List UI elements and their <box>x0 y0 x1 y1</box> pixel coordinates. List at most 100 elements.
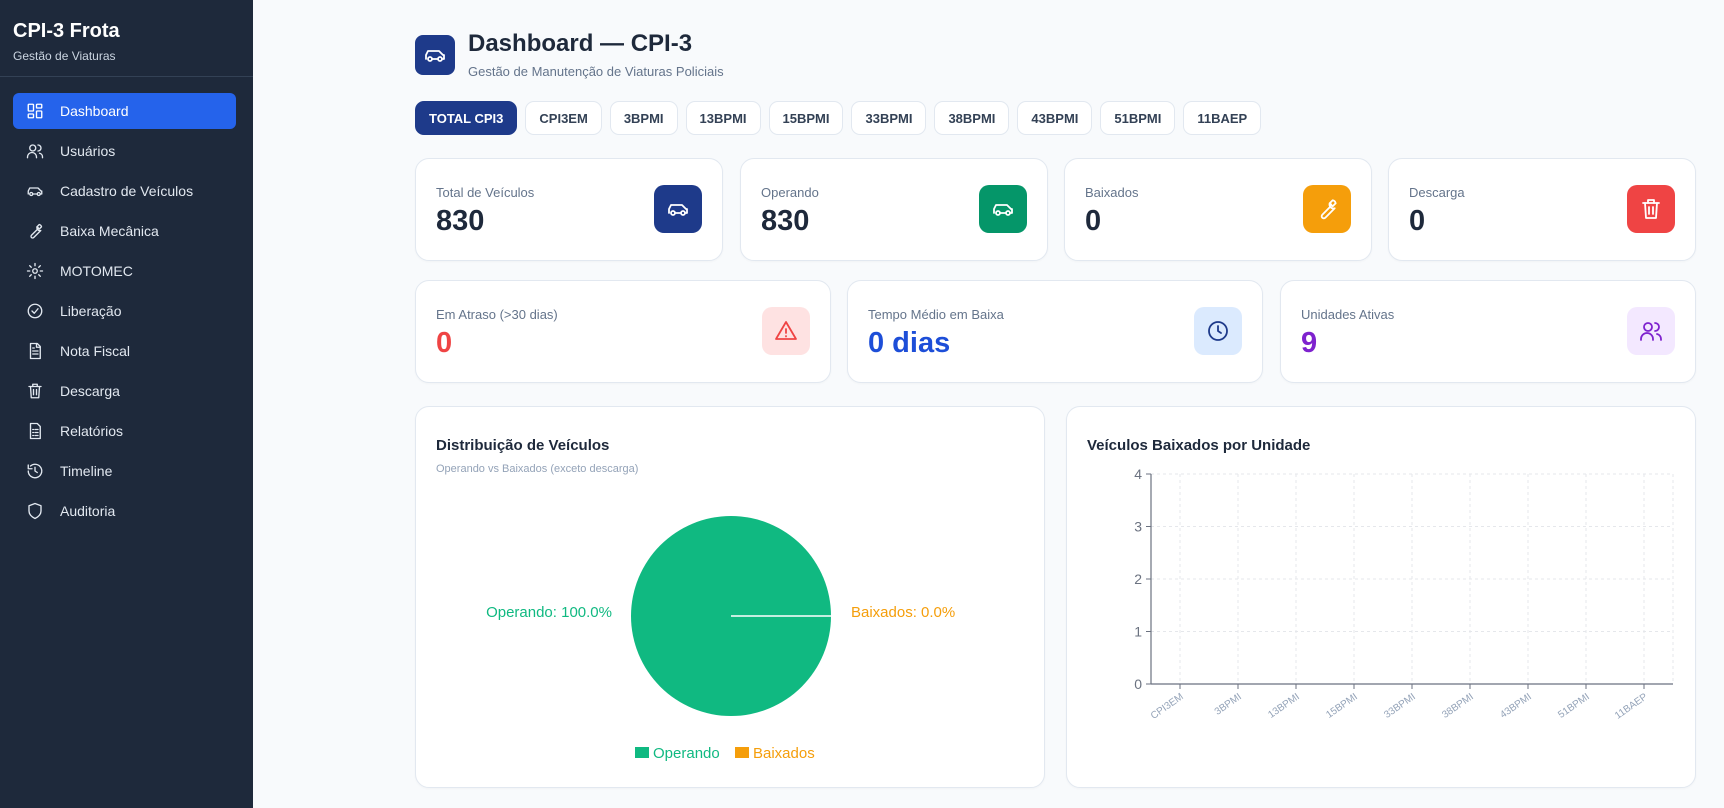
stat-label: Em Atraso (>30 dias) <box>436 307 558 322</box>
users-icon <box>26 142 44 160</box>
filter-11baep[interactable]: 11BAEP <box>1183 101 1262 135</box>
sidebar-item-label: Dashboard <box>60 103 129 119</box>
y-tick-label: 2 <box>1134 571 1142 587</box>
stat-label: Baixados <box>1085 185 1139 200</box>
trash-icon <box>1627 185 1675 233</box>
sidebar-item-label: Baixa Mecânica <box>60 223 159 239</box>
sidebar-item-usuarios[interactable]: Usuários <box>13 133 236 169</box>
pie-label-baixados: Baixados: 0.0% <box>851 604 955 621</box>
sidebar-item-label: Descarga <box>60 383 120 399</box>
x-tick-label: 43BPMI <box>1498 691 1533 720</box>
report-icon <box>26 422 44 440</box>
filter-total-cpi3[interactable]: TOTAL CPI3 <box>415 101 518 135</box>
chart-title: Distribuição de Veículos <box>436 437 610 454</box>
stat-label: Tempo Médio em Baixa <box>868 307 1004 322</box>
legend-label-baixados: Baixados <box>753 745 815 762</box>
unit-filter-bar: TOTAL CPI3 CPI3EM 3BPMI 13BPMI 15BPMI 33… <box>415 101 1262 135</box>
sidebar-item-label: Timeline <box>60 463 113 479</box>
brand-title: CPI-3 Frota <box>13 20 120 42</box>
filter-15bpmi[interactable]: 15BPMI <box>768 101 844 135</box>
users-icon <box>1627 307 1675 355</box>
car-icon <box>979 185 1027 233</box>
chart-card-baixados-por-unidade: Veículos Baixados por Unidade 0 1 2 3 4 CPI3E… <box>1066 406 1696 788</box>
sidebar-item-nota-fiscal[interactable]: Nota Fiscal <box>13 333 236 369</box>
sidebar-item-label: Auditoria <box>60 503 116 519</box>
stat-card-baixados: Baixados 0 <box>1064 158 1372 261</box>
page-header: Dashboard — CPI-3 Gestão de Manutenção d… <box>415 30 724 79</box>
wrench-icon <box>1303 185 1351 233</box>
main-content: Dashboard — CPI-3 Gestão de Manutenção d… <box>253 0 1724 808</box>
stat-card-tempo-medio: Tempo Médio em Baixa 0 dias <box>847 280 1263 383</box>
filter-51bpmi[interactable]: 51BPMI <box>1100 101 1176 135</box>
x-tick-label: 11BAEP <box>1613 691 1650 721</box>
pie-label-operando: Operando: 100.0% <box>486 604 612 621</box>
clock-icon <box>1194 307 1242 355</box>
x-tick-label: 33BPMI <box>1382 691 1417 720</box>
page-subtitle: Gestão de Manutenção de Viaturas Policia… <box>468 64 724 79</box>
sidebar-item-label: Cadastro de Veículos <box>60 183 194 199</box>
chart-title: Veículos Baixados por Unidade <box>1087 437 1311 454</box>
stat-card-em-atraso: Em Atraso (>30 dias) 0 <box>415 280 831 383</box>
stat-value: 830 <box>436 205 485 237</box>
document-icon <box>26 342 44 360</box>
legend-swatch-operando <box>635 747 649 758</box>
stat-value: 0 <box>1085 205 1102 237</box>
stat-label: Unidades Ativas <box>1301 307 1395 322</box>
sidebar-item-liberacao[interactable]: Liberação <box>13 293 236 329</box>
check-circle-icon <box>26 302 44 320</box>
filter-33bpmi[interactable]: 33BPMI <box>851 101 927 135</box>
filter-43bpmi[interactable]: 43BPMI <box>1017 101 1093 135</box>
sidebar-item-label: Liberação <box>60 303 122 319</box>
pie-chart: Operando: 100.0% Baixados: 0.0% Operando… <box>486 516 955 762</box>
car-icon <box>26 182 44 200</box>
legend-swatch-baixados <box>735 747 749 758</box>
gear-icon <box>26 262 44 280</box>
sidebar-item-motomec[interactable]: MOTOMEC <box>13 253 236 289</box>
dashboard-icon <box>26 102 44 120</box>
filter-13bpmi[interactable]: 13BPMI <box>685 101 761 135</box>
brand: CPI-3 Frota Gestão de Viaturas <box>0 0 253 77</box>
stat-value: 0 <box>436 327 453 359</box>
bar-chart: 0 1 2 3 4 CPI3EM 3BPMI 13BPMI 15BPMI 33BPMI 38BPMI… <box>1134 466 1674 722</box>
trash-icon <box>26 382 44 400</box>
car-icon <box>654 185 702 233</box>
x-tick-label: 3BPMI <box>1213 691 1244 717</box>
sidebar-item-cadastro-veiculos[interactable]: Cadastro de Veículos <box>13 173 236 209</box>
alert-triangle-icon <box>762 307 810 355</box>
filter-3bpmi[interactable]: 3BPMI <box>609 101 678 135</box>
filter-38bpmi[interactable]: 38BPMI <box>934 101 1010 135</box>
stat-label: Operando <box>761 185 819 200</box>
brand-subtitle: Gestão de Viaturas <box>13 49 116 63</box>
stat-label: Descarga <box>1409 185 1465 200</box>
x-tick-label: CPI3EM <box>1149 691 1186 721</box>
sidebar: CPI-3 Frota Gestão de Viaturas Dashboard… <box>0 0 253 808</box>
wrench-icon <box>26 222 44 240</box>
sidebar-item-label: Relatórios <box>60 423 124 439</box>
stat-card-unidades-ativas: Unidades Ativas 9 <box>1280 280 1696 383</box>
legend-label-operando: Operando <box>653 745 720 762</box>
sidebar-item-label: Usuários <box>60 143 116 159</box>
sidebar-item-auditoria[interactable]: Auditoria <box>13 493 236 529</box>
sidebar-item-timeline[interactable]: Timeline <box>13 453 236 489</box>
stat-value: 9 <box>1301 327 1318 359</box>
stat-card-total: Total de Veículos 830 <box>415 158 723 261</box>
page-title: Dashboard — CPI-3 <box>468 30 693 57</box>
car-icon <box>415 34 455 75</box>
stat-card-descarga: Descarga 0 <box>1388 158 1696 261</box>
stat-value: 830 <box>761 205 810 237</box>
sidebar-item-relatorios[interactable]: Relatórios <box>13 413 236 449</box>
chart-subtitle: Operando vs Baixados (exceto descarga) <box>436 463 639 475</box>
sidebar-item-dashboard[interactable]: Dashboard <box>13 93 236 129</box>
shield-icon <box>26 502 44 520</box>
x-tick-label: 51BPMI <box>1556 691 1591 720</box>
y-tick-label: 1 <box>1134 624 1142 640</box>
y-tick-label: 4 <box>1134 466 1142 482</box>
sidebar-item-descarga[interactable]: Descarga <box>13 373 236 409</box>
sidebar-item-label: Nota Fiscal <box>60 343 131 359</box>
stat-label: Total de Veículos <box>436 185 535 200</box>
filter-cpi3em[interactable]: CPI3EM <box>525 101 602 135</box>
y-tick-label: 0 <box>1134 676 1142 692</box>
x-tick-label: 38BPMI <box>1440 691 1475 720</box>
sidebar-item-baixa-mecanica[interactable]: Baixa Mecânica <box>13 213 236 249</box>
x-tick-label: 13BPMI <box>1266 691 1301 720</box>
